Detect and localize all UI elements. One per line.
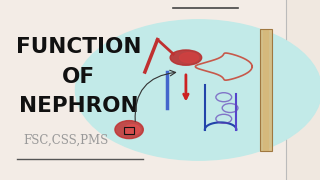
Text: NEPHRON: NEPHRON — [19, 96, 139, 116]
Bar — [260, 29, 272, 151]
Ellipse shape — [180, 53, 198, 63]
Bar — [124, 127, 134, 134]
Text: FUNCTION: FUNCTION — [16, 37, 141, 57]
Bar — [287, 0, 320, 180]
Text: OF: OF — [62, 66, 95, 87]
Ellipse shape — [124, 125, 140, 135]
Bar — [260, 29, 269, 151]
Bar — [263, 29, 272, 151]
Text: FSC,CSS,PMS: FSC,CSS,PMS — [23, 134, 108, 147]
Ellipse shape — [170, 50, 202, 65]
Circle shape — [76, 20, 320, 160]
Ellipse shape — [115, 121, 143, 139]
